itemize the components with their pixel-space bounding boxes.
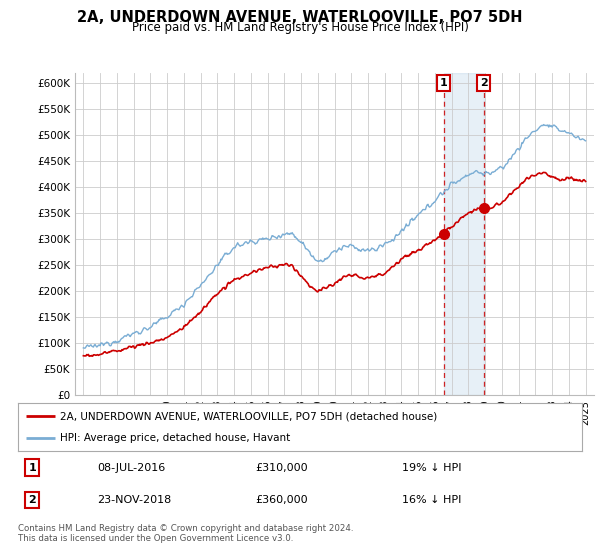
Text: 1: 1 — [440, 78, 448, 88]
Text: 16% ↓ HPI: 16% ↓ HPI — [401, 495, 461, 505]
Text: HPI: Average price, detached house, Havant: HPI: Average price, detached house, Hava… — [60, 433, 290, 443]
Text: 2A, UNDERDOWN AVENUE, WATERLOOVILLE, PO7 5DH (detached house): 2A, UNDERDOWN AVENUE, WATERLOOVILLE, PO7… — [60, 411, 437, 421]
Text: £360,000: £360,000 — [255, 495, 308, 505]
Text: 1: 1 — [28, 463, 36, 473]
Text: 19% ↓ HPI: 19% ↓ HPI — [401, 463, 461, 473]
Text: 2: 2 — [479, 78, 487, 88]
Text: 2A, UNDERDOWN AVENUE, WATERLOOVILLE, PO7 5DH: 2A, UNDERDOWN AVENUE, WATERLOOVILLE, PO7… — [77, 10, 523, 25]
Text: Price paid vs. HM Land Registry's House Price Index (HPI): Price paid vs. HM Land Registry's House … — [131, 21, 469, 34]
Text: Contains HM Land Registry data © Crown copyright and database right 2024.
This d: Contains HM Land Registry data © Crown c… — [18, 524, 353, 543]
Text: 2: 2 — [28, 495, 36, 505]
Text: 08-JUL-2016: 08-JUL-2016 — [97, 463, 165, 473]
Text: £310,000: £310,000 — [255, 463, 308, 473]
Bar — [443, 73, 484, 395]
Text: 23-NOV-2018: 23-NOV-2018 — [97, 495, 171, 505]
